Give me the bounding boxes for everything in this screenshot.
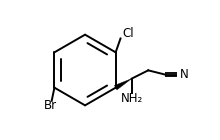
Text: N: N (180, 68, 189, 81)
Text: NH₂: NH₂ (121, 92, 143, 105)
Text: Cl: Cl (122, 27, 134, 40)
Text: Br: Br (44, 99, 57, 112)
Polygon shape (114, 79, 132, 90)
